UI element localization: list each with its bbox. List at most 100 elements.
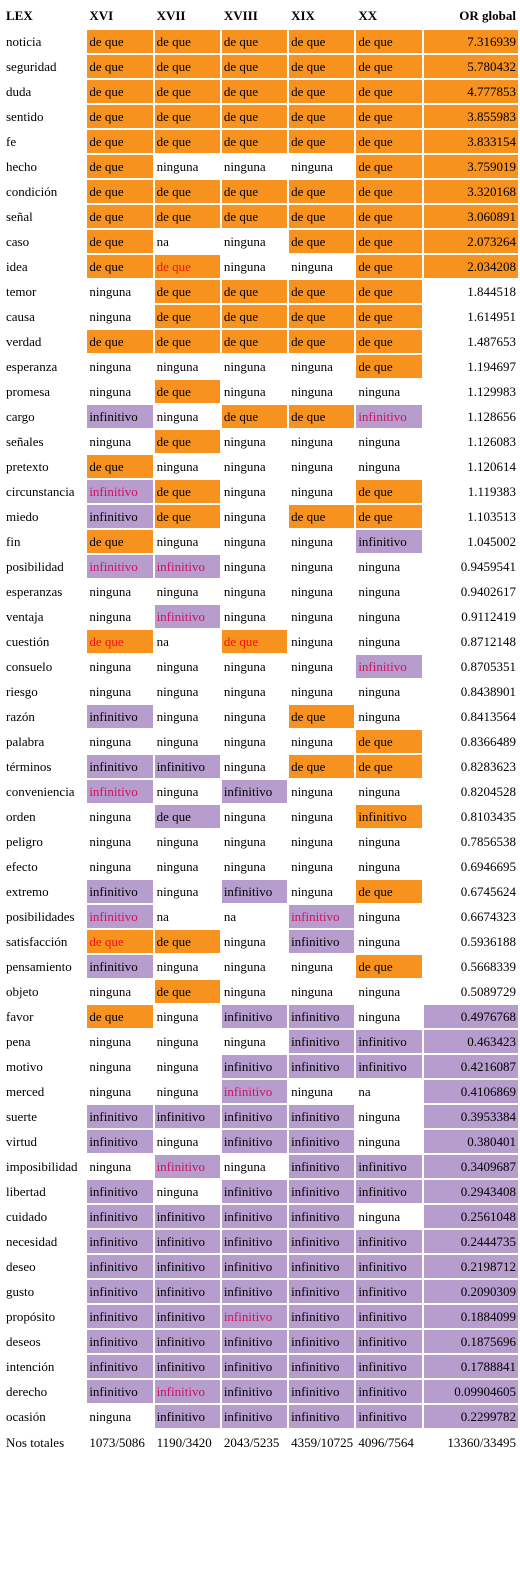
century-cell: ninguna [223, 709, 266, 724]
lex-cell: noticia [6, 34, 42, 49]
table-row: promesa ninguna de que ninguna ninguna ningun… [4, 380, 518, 403]
header-or-global: OR global [459, 7, 516, 23]
or-global-cell: 3.060891 [423, 205, 518, 228]
century-cell: de que [356, 255, 422, 278]
century-cell: de que [289, 130, 355, 153]
century-cell: infinitivo [221, 1230, 288, 1253]
century-cell: na [223, 909, 237, 924]
century-cell: ninguna [156, 884, 199, 899]
century-cell: infinitivo [87, 1205, 153, 1228]
lex-cell: ventaja [6, 609, 44, 624]
century-cell: infinitivo [87, 405, 153, 428]
or-global-cell: 0.8413564 [460, 709, 516, 724]
table-row: señales ninguna de que ninguna ninguna ningun… [4, 430, 518, 453]
century-cell: de que [221, 130, 288, 153]
table-row: favor de que ninguna infinitivo infinitivo ni… [4, 1005, 518, 1028]
century-cell: infinitivo [356, 405, 422, 428]
or-global-cell: 0.7856538 [460, 834, 516, 849]
or-global-cell: 2.034208 [423, 255, 518, 278]
century-cell: ninguna [89, 434, 132, 449]
century-cell: ninguna [358, 559, 401, 574]
lex-cell: señales [6, 434, 44, 449]
century-cell: ninguna [358, 684, 401, 699]
century-cell: infinitivo [356, 805, 422, 828]
century-cell: ninguna [89, 734, 132, 749]
or-global-cell: 3.759019 [423, 155, 518, 178]
century-cell: ninguna [291, 534, 333, 549]
century-cell: de que [289, 755, 355, 778]
century-cell: de que [289, 405, 355, 428]
century-cell: infinitivo [87, 955, 153, 978]
or-global-cell: 0.3953384 [423, 1105, 518, 1128]
century-cell: ninguna [358, 459, 401, 474]
century-cell: ninguna [156, 1059, 199, 1074]
or-global-cell: 0.8366489 [460, 734, 516, 749]
century-cell: ninguna [223, 384, 266, 399]
table-row: condición de que de que de que de que de que 3… [4, 180, 518, 203]
table-row: miedo infinitivo de que ninguna de que de que… [4, 505, 518, 528]
or-global-cell: 0.9459541 [460, 559, 516, 574]
century-cell: ninguna [291, 1084, 333, 1099]
century-cell: ninguna [156, 834, 199, 849]
century-cell: de que [87, 330, 153, 353]
century-cell: de que [154, 80, 220, 103]
lex-cell: deseo [6, 1259, 36, 1274]
century-cell: ninguna [291, 359, 333, 374]
century-cell: ninguna [291, 434, 333, 449]
century-cell: ninguna [223, 234, 266, 249]
century-cell: ninguna [358, 584, 401, 599]
lex-cell: ocasión [6, 1409, 46, 1424]
century-cell: ninguna [358, 984, 401, 999]
or-global-cell: 0.463423 [423, 1030, 518, 1053]
century-cell: infinitivo [154, 1305, 220, 1328]
century-cell: ninguna [223, 959, 266, 974]
century-cell: infinitivo [87, 1130, 153, 1153]
or-global-cell: 1.119383 [467, 484, 516, 499]
or-global-cell: 1.103513 [467, 509, 516, 524]
century-cell: infinitivo [87, 780, 153, 803]
century-cell: infinitivo [221, 1305, 288, 1328]
or-global-cell: 1.126083 [467, 434, 516, 449]
or-global-cell: 3.833154 [423, 130, 518, 153]
or-global-cell: 2.073264 [423, 230, 518, 253]
century-cell: ninguna [156, 159, 199, 174]
lex-cell: términos [6, 759, 52, 774]
lex-cell: hecho [6, 159, 38, 174]
century-cell: infinitivo [87, 1305, 153, 1328]
century-cell: infinitivo [356, 1055, 422, 1078]
lex-cell: cuestión [6, 634, 50, 649]
century-cell: ninguna [156, 784, 199, 799]
century-cell: infinitivo [154, 1405, 220, 1428]
century-cell: na [156, 234, 169, 249]
table-row: intención infinitivo infinitivo infinitivo i… [4, 1355, 518, 1378]
century-cell: infinitivo [356, 1180, 422, 1203]
century-cell: infinitivo [87, 1330, 153, 1353]
century-cell: ninguna [291, 634, 333, 649]
century-cell: ninguna [291, 484, 333, 499]
table-row: riesgo ninguna ninguna ninguna ninguna ningun… [4, 680, 518, 703]
totals-row: Nos totales 1073/5086 1190/3420 2043/523… [4, 1430, 518, 1454]
lex-cell: temor [6, 284, 37, 299]
lex-cell: esperanzas [6, 584, 63, 599]
or-global-cell: 0.8204528 [460, 784, 516, 799]
lex-cell: intención [6, 1359, 55, 1374]
totals-value: 4359/10725 [291, 1434, 354, 1450]
century-cell: de que [221, 80, 288, 103]
century-cell: infinitivo [289, 1005, 355, 1028]
century-cell: de que [356, 330, 422, 353]
lex-cell: extremo [6, 884, 49, 899]
century-cell: infinitivo [154, 1155, 220, 1178]
lex-cell: peligro [6, 834, 43, 849]
century-cell: ninguna [89, 684, 132, 699]
or-global-cell: 0.2198712 [423, 1255, 518, 1278]
century-cell: infinitivo [87, 1280, 153, 1303]
century-cell: ninguna [156, 1134, 199, 1149]
table-row: sentido de que de que de que de que de que 3.8… [4, 105, 518, 128]
century-cell: ninguna [291, 259, 333, 274]
header-xviii: XVIII [223, 7, 258, 23]
lex-cell: condición [6, 184, 58, 199]
table-row: cargo infinitivo ninguna de que de que infini… [4, 405, 518, 428]
lex-cell: cargo [6, 409, 35, 424]
century-cell: infinitivo [154, 1105, 220, 1128]
century-cell: ninguna [156, 684, 199, 699]
